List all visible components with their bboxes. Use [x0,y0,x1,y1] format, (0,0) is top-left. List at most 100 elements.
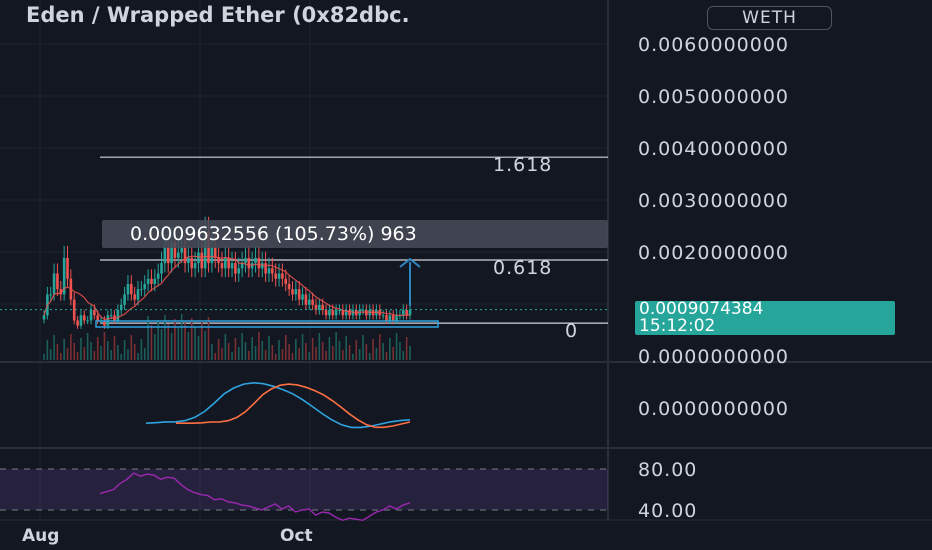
candle-body [180,247,183,253]
candle-body [385,315,388,321]
rsi-axis-label: 80.00 [638,459,697,481]
price-axis-label: 0.0000000000 [638,346,789,368]
volume-bar [399,342,401,360]
volume-bar [409,346,411,360]
volume-bar [321,342,324,360]
volume-bar [368,353,371,360]
candle-body [140,289,143,291]
volume-bar [170,333,173,360]
currency-button[interactable]: WETH [707,6,832,30]
volume-bar [382,343,384,360]
candle-body [301,294,304,300]
candle-body [116,310,120,321]
price-axis-label: 0.0030000000 [638,190,789,212]
volume-bar [375,348,378,360]
volume-bar [143,348,146,360]
volume-bar [130,335,133,360]
candle-body [153,278,157,284]
candle-body [177,252,180,258]
candle-body [334,310,338,316]
volume-bar [80,338,82,360]
candle-body [220,263,224,269]
candle-body [328,310,331,316]
candle-body [76,320,79,326]
volume-bar [244,342,247,360]
bar-countdown: 15:12:02 [639,316,716,336]
volume-bar [133,344,136,360]
candle-body [56,273,59,290]
candle-body [287,283,291,290]
volume-bar [284,335,287,360]
candle-body [126,283,130,295]
volume-bar [56,344,59,360]
candle-body [183,247,187,264]
volume-bar [154,334,156,360]
volume-bar [325,351,327,360]
candle-body [405,310,408,316]
volume-bar [281,349,284,360]
candle-body [170,242,173,264]
candle-body [119,304,123,311]
volume-bar [49,349,52,360]
volume-bar [271,345,274,360]
volume-bar [123,340,126,360]
volume-bar [372,339,374,360]
volume-bar [402,351,405,360]
volume-bar [211,344,213,360]
volume-bar [73,343,76,360]
candle-body [264,263,267,274]
volume-bar [227,343,230,360]
volume-bar [335,332,337,360]
candle-body [42,315,46,320]
volume-bar [308,352,311,360]
candle-body [240,263,244,269]
rsi-line [99,472,411,522]
volume-bar [331,346,334,360]
volume-bar [338,341,341,360]
candle-body [274,273,277,279]
volume-bar [174,319,176,360]
volume-bar [405,337,408,360]
candle-body [318,304,321,311]
volume-bar [264,350,267,360]
volume-bar [194,327,196,360]
candle-body [213,247,217,258]
volume-bar [106,341,109,360]
candle-body [247,257,251,269]
volume-bar [298,348,300,360]
candle-body [136,289,140,300]
candle-body [79,315,83,326]
volume-bar [224,334,227,360]
fib-level-label: 0.618 [493,257,552,279]
candle-body [59,289,63,295]
candle-body [257,257,261,269]
volume-bar [76,352,79,360]
volume-bar [348,345,351,360]
volume-bar [358,349,361,360]
measure-arrow-head [399,257,421,268]
candle-body [395,315,398,321]
candle-body [173,242,177,258]
volume-bar [180,314,183,360]
price-axis-label: 0.0020000000 [638,242,789,264]
price-axis-label: 0.0060000000 [638,34,789,56]
measure-label: 0.0009632556 (105.73%) 963 [102,220,608,248]
volume-bar [378,334,381,360]
candle-body [388,315,392,321]
volume-bar [70,334,72,360]
volume-bar [66,348,69,360]
candle-body [361,310,365,312]
volume-bar [352,354,354,360]
candle-body [260,263,264,269]
volume-bar [207,317,210,360]
volume-bar [261,341,264,360]
volume-bar [113,336,116,360]
volume-bar [214,353,217,360]
candle-body [291,289,294,295]
volume-bar [147,316,149,360]
volume-bar [117,345,119,360]
volume-bar [389,338,391,360]
volume-bar [140,339,143,360]
volume-bar [184,323,186,360]
